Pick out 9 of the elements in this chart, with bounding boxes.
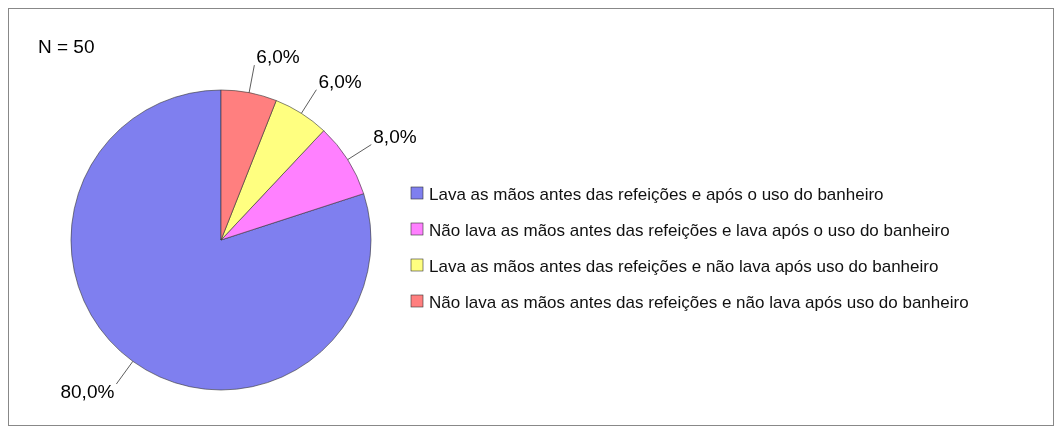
legend-label: Lava as mãos antes das refeições e após o uso do banheiro: [429, 185, 884, 204]
text: N = 50: [38, 36, 95, 57]
data-label: 6,0%: [256, 46, 300, 68]
legend-label: Não lava as mãos antes das refeições e lava após o uso do banheiro: [429, 221, 950, 240]
data-label: 80,0%: [60, 381, 115, 403]
data-label: 6,0%: [318, 70, 362, 92]
legend-label: Lava as mãos antes das refeições e não lava após uso do banheiro: [429, 257, 939, 276]
legend-label: Não lava as mãos antes das refeições e não lava após uso do banheiro: [429, 293, 969, 312]
data-label: 8,0%: [373, 125, 417, 147]
